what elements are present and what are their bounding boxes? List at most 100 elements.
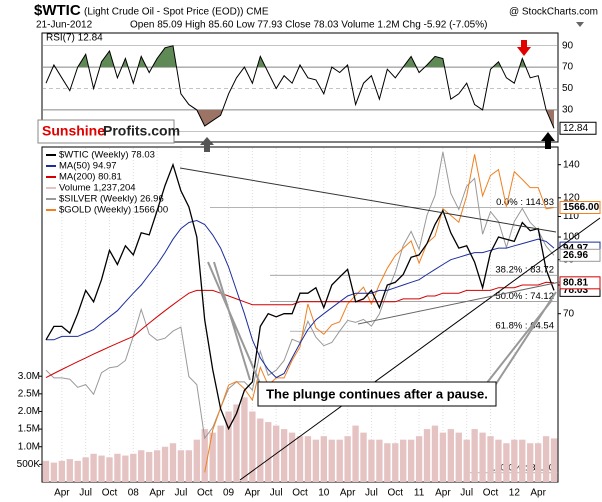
volume-bar (106, 457, 113, 482)
volume-bar (550, 438, 558, 482)
x-tick-label: 10 (318, 488, 330, 499)
value-box-label: 78.03 (563, 285, 588, 296)
arrow (200, 137, 214, 152)
value-box-label: 12.84 (563, 123, 588, 134)
volume-bar (368, 439, 375, 482)
volume-bar (463, 439, 470, 482)
description: (Light Crude Oil - Spot Price (EOD)) CME (84, 7, 269, 18)
y-tick-label: 140 (563, 159, 580, 170)
note: The plunge continues after a pause. (266, 386, 488, 401)
logo-b: Profits.com (103, 123, 180, 139)
x-tick-label: 09 (223, 488, 235, 499)
note-box (257, 381, 497, 407)
volume-bar (82, 457, 89, 482)
date: 21-Jun-2012 (36, 20, 93, 31)
y-tick-label: 50 (562, 83, 574, 94)
volume-bar (42, 460, 50, 482)
volume-bar (50, 462, 58, 482)
series-line (45, 162, 555, 431)
rsi-line (45, 45, 555, 129)
volume-bar (455, 432, 462, 482)
volume-bar (201, 429, 208, 482)
x-tick-label: Oct (197, 488, 213, 499)
legend-label: Volume 1,237,204 (59, 183, 136, 194)
volume-bar (74, 460, 81, 482)
quote: Open 85.09 High 85.60 Low 77.93 Close 78… (130, 20, 487, 31)
volume-bar (193, 439, 200, 482)
legend-label: $GOLD (Weekly) 1566.00 (59, 205, 168, 216)
volume-bar (392, 443, 399, 482)
arrow (541, 132, 555, 149)
volume-bar (98, 455, 105, 482)
volume-bar (304, 436, 312, 482)
volume-bar (241, 397, 248, 482)
y-tick-label: 70 (563, 308, 575, 319)
volume-bar (169, 443, 177, 482)
volume-bar (360, 432, 367, 482)
x-tick-label: Jul (270, 488, 283, 499)
value-box (559, 276, 601, 290)
x-tick-label: Oct (292, 488, 308, 499)
volume-bar (225, 411, 232, 482)
fib-label: 0.0% : 114.83 (496, 197, 554, 208)
x-tick-label: 11 (414, 488, 425, 499)
volume-bar (249, 411, 256, 482)
x-tick-label: Apr (149, 488, 165, 499)
volume-bar (114, 453, 121, 482)
x-tick-label: Apr (435, 488, 451, 499)
arrow (517, 40, 531, 56)
x-tick-label: Jul (365, 488, 378, 499)
y-tick-label: 90 (562, 40, 574, 51)
x-tick-label: Oct (387, 488, 403, 499)
volume-bar (58, 460, 66, 482)
volume-bar (542, 436, 550, 482)
volume-bar (288, 432, 296, 482)
volume-bar (185, 450, 193, 482)
value-box (559, 121, 597, 135)
trend-line (239, 217, 601, 481)
volume-bar (280, 429, 288, 482)
dropdown[interactable] (576, 22, 584, 27)
x-tick-label: Apr (530, 488, 546, 499)
fib-label: 50.0% : 74.12 (495, 291, 554, 302)
x-tick-label: Apr (54, 488, 70, 499)
volume-bar (431, 425, 439, 482)
volume-bar (352, 425, 359, 482)
volume-bar (407, 439, 415, 482)
value-box-label: 94.97 (563, 243, 588, 254)
overbought-area (52, 45, 526, 68)
x-tick-label: Apr (245, 488, 261, 499)
volume-bar (296, 436, 304, 482)
value-box-label: 80.81 (563, 277, 588, 288)
volume-bar (130, 453, 137, 482)
series-line (204, 154, 555, 473)
volume-bar (471, 429, 478, 482)
x-tick-label: 12 (509, 488, 521, 499)
rsi-frame (41, 32, 559, 143)
volume-bar (138, 450, 145, 482)
value-box-label: 26.96 (563, 250, 588, 261)
y-tick-label: 100 (563, 232, 580, 243)
volume-bar (400, 439, 407, 482)
volume-bar (320, 436, 327, 482)
volume-bar (527, 443, 534, 482)
volume-bar (479, 432, 486, 482)
volume-bar (503, 443, 510, 482)
volume-bar (344, 436, 351, 482)
volume-bar (415, 436, 423, 482)
panel-title: RSI(7) 12.84 (46, 33, 103, 44)
volume-bar (439, 432, 447, 482)
fib-label: 61.8% : 64.54 (495, 321, 554, 332)
source: @ StockCharts.com (509, 7, 598, 18)
logo-a: Sunshine (42, 123, 105, 139)
volume-bar (519, 439, 526, 482)
volume-bar (511, 439, 518, 482)
value-box-label: 1566.00 (563, 202, 600, 213)
y-tick-label: 120 (563, 192, 580, 203)
volume-bar (66, 459, 73, 482)
volume-bar (161, 446, 169, 482)
volume-bar (384, 443, 391, 482)
x-tick-label: 08 (128, 488, 140, 499)
y-tick-label: 30 (562, 105, 574, 116)
